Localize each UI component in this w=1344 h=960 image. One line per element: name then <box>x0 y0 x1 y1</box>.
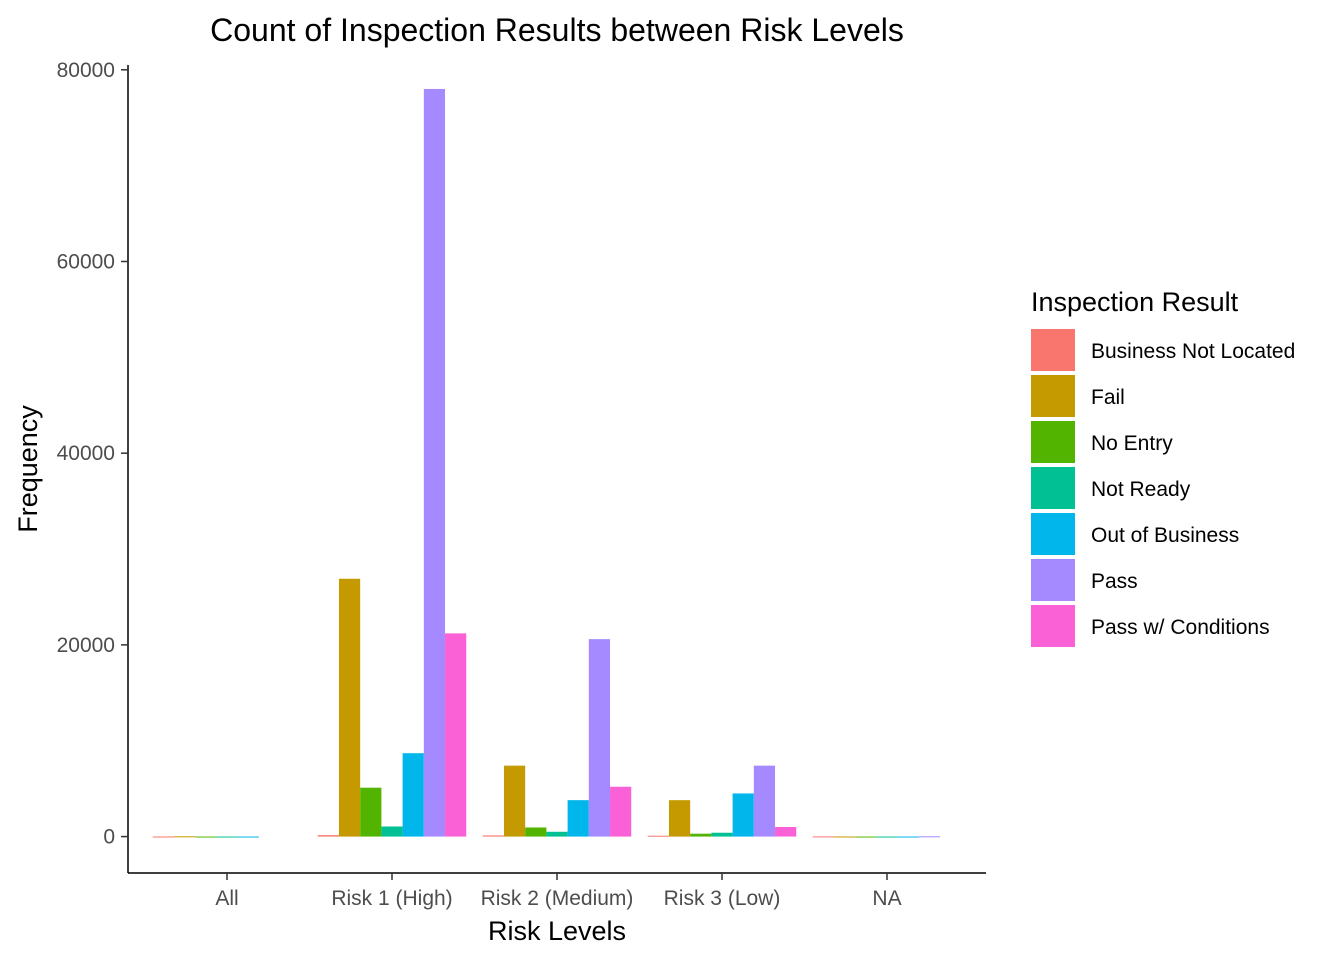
bar-risk-2-medium-fail <box>503 765 526 837</box>
legend-key-pass <box>1031 559 1075 601</box>
x-tick-label-risk-2-medium: Risk 2 (Medium) <box>481 887 634 910</box>
bar-risk-3-low-pass <box>753 765 776 837</box>
y-axis-title: Frequency <box>13 405 43 533</box>
x-tick-label-risk-3-low: Risk 3 (Low) <box>664 887 781 910</box>
bar-risk-2-medium-out-of-business <box>567 800 589 837</box>
bar-risk-1-high-no-entry <box>360 787 382 837</box>
bar-risk-1-high-business-not-located <box>317 835 339 837</box>
legend-label-pass: Pass <box>1091 570 1138 593</box>
x-tick-label-all: All <box>215 887 238 910</box>
legend-label-no-entry: No Entry <box>1091 432 1173 455</box>
bar-risk-3-low-not-ready <box>711 832 733 837</box>
legend-key-no-entry <box>1031 421 1075 463</box>
bar-risk-1-high-out-of-business <box>402 753 424 837</box>
bar-risk-3-low-fail <box>668 800 691 837</box>
bar-all-out-of-business <box>237 836 259 838</box>
bar-risk-1-high-not-ready <box>381 826 403 837</box>
legend-key-not-ready <box>1031 467 1075 509</box>
x-axis-ticks: All Risk 1 (High) Risk 2 (Medium) Risk 3 (L… <box>215 873 902 910</box>
x-tick-label-risk-1-high: Risk 1 (High) <box>331 887 452 910</box>
bar-na-business-not-located <box>812 836 834 838</box>
bar-all-business-not-located <box>152 836 174 838</box>
bar-na-not-ready <box>876 836 898 838</box>
bar-risk-2-medium-no-entry <box>525 827 547 837</box>
bar-risk-2-medium-pass-w-conditions <box>610 786 632 837</box>
bar-na-fail <box>833 836 856 838</box>
legend-label-business-not-located: Business Not Located <box>1091 340 1295 363</box>
bar-risk-1-high-pass <box>423 88 446 837</box>
y-tick-label: 20000 <box>57 634 115 657</box>
bar-risk-2-medium-business-not-located <box>482 835 504 837</box>
bar-na-no-entry <box>855 836 877 838</box>
bar-risk-3-low-out-of-business <box>732 793 754 837</box>
y-tick-label: 60000 <box>57 250 115 273</box>
bar-risk-2-medium-not-ready <box>546 831 568 837</box>
bar-risk-2-medium-pass <box>588 639 611 837</box>
bar-risk-1-high-fail <box>338 578 361 837</box>
y-axis-ticks: 0 20000 40000 60000 80000 <box>57 59 128 849</box>
legend-title: Inspection Result <box>1031 287 1239 317</box>
y-tick-label: 40000 <box>57 442 115 465</box>
x-tick-label-na: NA <box>872 887 901 910</box>
bar-risk-1-high-pass-w-conditions <box>445 633 467 837</box>
bars-group <box>152 88 941 838</box>
legend: Inspection Result Business Not Located Fa… <box>1031 287 1295 647</box>
bar-risk-3-low-no-entry <box>690 833 712 837</box>
bar-all-fail <box>173 836 196 838</box>
y-tick-label: 80000 <box>57 59 115 82</box>
legend-key-out-of-business <box>1031 513 1075 555</box>
legend-key-business-not-located <box>1031 329 1075 371</box>
bar-all-no-entry <box>195 836 217 838</box>
bar-na-pass <box>918 836 941 838</box>
chart-title: Count of Inspection Results between Risk… <box>210 12 904 48</box>
legend-key-pass-w-conditions <box>1031 605 1075 647</box>
x-axis-title: Risk Levels <box>488 916 626 946</box>
legend-label-not-ready: Not Ready <box>1091 478 1191 501</box>
bar-risk-3-low-business-not-located <box>647 835 669 837</box>
legend-label-out-of-business: Out of Business <box>1091 524 1239 547</box>
y-tick-label: 0 <box>103 826 115 849</box>
bar-risk-3-low-pass-w-conditions <box>775 826 797 837</box>
legend-items: Business Not Located Fail No Entry Not Read… <box>1031 329 1295 647</box>
bar-na-out-of-business <box>897 836 919 838</box>
legend-key-fail <box>1031 375 1075 417</box>
legend-label-fail: Fail <box>1091 386 1125 409</box>
bar-all-not-ready <box>216 836 238 838</box>
legend-label-pass-w-conditions: Pass w/ Conditions <box>1091 616 1270 639</box>
